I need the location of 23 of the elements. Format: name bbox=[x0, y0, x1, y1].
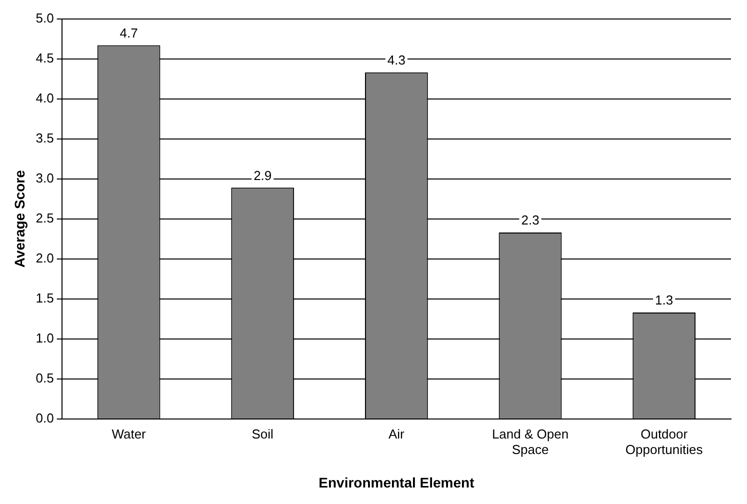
x-tick-label: Air bbox=[388, 426, 406, 442]
y-tick-label: 1.0 bbox=[36, 330, 54, 346]
data-label: 2.9 bbox=[254, 168, 272, 183]
x-tick-label: Land & Open Space bbox=[492, 426, 569, 457]
y-tick-label: 3.5 bbox=[36, 130, 54, 146]
y-tick-label: 5.0 bbox=[36, 10, 54, 26]
y-tick-label: 4.0 bbox=[36, 90, 54, 106]
x-tick-label: Water bbox=[112, 426, 147, 442]
data-label: 4.7 bbox=[120, 25, 138, 40]
x-tick-label: Outdoor Opportunities bbox=[625, 426, 704, 457]
data-label: 2.3 bbox=[521, 212, 540, 228]
y-tick-label: 3.0 bbox=[36, 170, 54, 186]
y-tick-label: 2.0 bbox=[36, 250, 54, 266]
y-tick-label: 1.5 bbox=[36, 290, 54, 306]
x-axis-title: Environmental Element bbox=[318, 474, 475, 490]
x-tick-label: Soil bbox=[252, 426, 274, 442]
y-tick-label: 4.5 bbox=[36, 50, 54, 66]
data-label: 4.3 bbox=[387, 52, 406, 68]
y-tick-label: 2.5 bbox=[36, 210, 54, 226]
y-tick-label: 0.0 bbox=[36, 410, 54, 426]
y-tick-label: 0.5 bbox=[36, 370, 54, 386]
data-label: 1.3 bbox=[655, 292, 674, 308]
y-axis-title: Average Score bbox=[11, 170, 28, 268]
